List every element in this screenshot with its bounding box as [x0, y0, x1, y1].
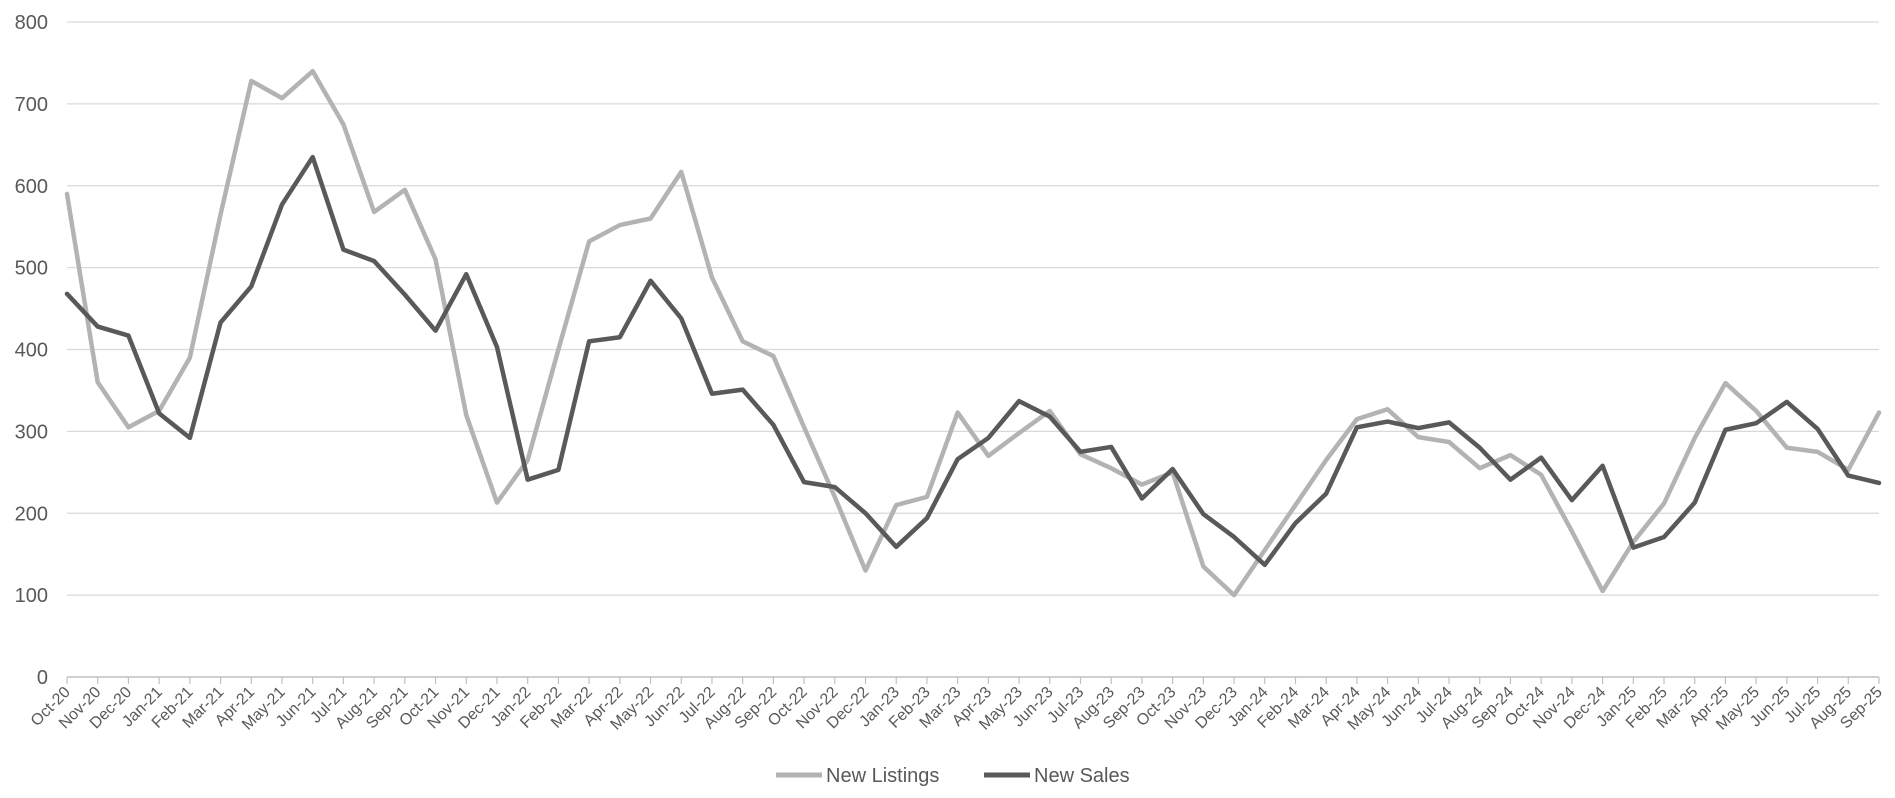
- legend: New Listings New Sales: [776, 765, 1130, 787]
- y-tick-label: 500: [15, 258, 48, 280]
- gridlines: [67, 21, 1879, 596]
- y-tick-label: 400: [15, 340, 48, 362]
- y-axis: 0 100 200 300 400 500 600 700 800: [15, 12, 48, 689]
- y-tick-label: 600: [15, 176, 48, 198]
- y-tick-label: 800: [15, 12, 48, 34]
- series-line-new-sales: [64, 154, 1882, 568]
- legend-label-new-sales: New Sales: [1034, 765, 1130, 787]
- series-line-new-listings: [64, 68, 1882, 598]
- y-tick-label: 0: [37, 667, 48, 689]
- y-tick-label: 200: [15, 503, 48, 525]
- legend-label-new-listings: New Listings: [826, 765, 939, 787]
- series-lines: [64, 68, 1882, 598]
- y-tick-label: 100: [15, 585, 48, 607]
- y-tick-label: 300: [15, 421, 48, 443]
- x-axis: Oct-20Nov-20Dec-20Jan-21Feb-21Mar-21Apr-…: [28, 676, 1886, 734]
- y-tick-label: 700: [15, 94, 48, 116]
